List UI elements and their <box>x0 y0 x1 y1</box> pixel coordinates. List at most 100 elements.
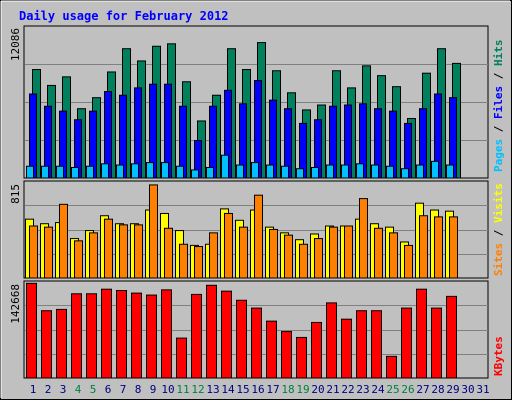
day-label-13: 13 <box>206 383 219 396</box>
bar-sites-18 <box>284 234 293 279</box>
day-label-19: 19 <box>296 383 309 396</box>
day-label-14: 14 <box>221 383 235 396</box>
bar-sites-12 <box>194 246 203 279</box>
legend-sep-1: / <box>492 119 505 139</box>
day-label-23: 23 <box>356 383 369 396</box>
bar-kbytes-22 <box>341 318 352 379</box>
bar-sites-13 <box>209 232 218 279</box>
bar-files-1 <box>29 93 37 179</box>
bar-pages-17 <box>266 164 274 179</box>
day-label-30: 30 <box>461 383 474 396</box>
bar-pages-20 <box>311 166 319 179</box>
bar-sites-14 <box>224 212 233 279</box>
day-label-17: 17 <box>266 383 279 396</box>
day-label-26: 26 <box>401 383 414 396</box>
bar-pages-2 <box>41 165 49 179</box>
bar-sites-15 <box>239 226 248 279</box>
day-label-8: 8 <box>135 383 142 396</box>
bar-kbytes-16 <box>251 307 262 379</box>
bar-kbytes-28 <box>431 307 442 379</box>
bar-sites-6 <box>104 218 113 279</box>
bar-pages-12 <box>191 169 199 179</box>
ymax-label-visits: 815 <box>9 184 22 204</box>
legend-hits: Hits <box>492 40 505 67</box>
bar-sites-19 <box>299 243 308 279</box>
bar-kbytes-23 <box>356 310 367 379</box>
bar-sites-27 <box>419 215 428 279</box>
legend-visits-sites: Sites / Visits <box>492 183 505 276</box>
day-label-15: 15 <box>236 383 249 396</box>
day-label-6: 6 <box>105 383 112 396</box>
bar-pages-22 <box>341 164 349 179</box>
day-label-27: 27 <box>416 383 429 396</box>
bar-pages-10 <box>161 162 169 179</box>
day-label-11: 11 <box>176 383 189 396</box>
bar-kbytes-12 <box>191 293 202 379</box>
bar-sites-8 <box>134 224 143 279</box>
chart-title: Daily usage for February 2012 <box>19 9 229 23</box>
day-label-29: 29 <box>446 383 459 396</box>
day-label-10: 10 <box>161 383 174 396</box>
bar-pages-7 <box>116 164 124 179</box>
day-label-20: 20 <box>311 383 324 396</box>
day-label-31: 31 <box>476 383 489 396</box>
day-label-22: 22 <box>341 383 354 396</box>
bar-sites-16 <box>254 194 263 279</box>
bar-pages-18 <box>281 165 289 179</box>
bar-pages-19 <box>296 168 304 179</box>
bar-sites-1 <box>29 225 38 279</box>
bar-kbytes-19 <box>296 336 307 379</box>
bar-kbytes-21 <box>326 302 337 379</box>
day-label-24: 24 <box>371 383 385 396</box>
bar-sites-3 <box>59 203 68 279</box>
bar-pages-13 <box>206 166 214 179</box>
bar-pages-8 <box>131 163 139 179</box>
day-label-28: 28 <box>431 383 444 396</box>
day-label-16: 16 <box>251 383 264 396</box>
bar-sites-4 <box>74 240 83 279</box>
legend-pages: Pages <box>492 139 505 172</box>
bar-kbytes-7 <box>116 289 127 379</box>
bar-sites-24 <box>374 227 383 279</box>
bar-kbytes-18 <box>281 331 292 379</box>
bar-kbytes-14 <box>221 290 232 379</box>
bar-kbytes-24 <box>371 310 382 379</box>
bar-kbytes-11 <box>176 337 187 379</box>
bar-sites-17 <box>269 228 278 279</box>
day-label-2: 2 <box>45 383 52 396</box>
bar-kbytes-4 <box>71 293 82 379</box>
bar-sites-25 <box>389 232 398 279</box>
bar-sites-22 <box>344 225 353 279</box>
bar-pages-26 <box>401 168 409 179</box>
bar-pages-4 <box>71 166 79 179</box>
bar-kbytes-13 <box>206 284 217 379</box>
bar-kbytes-27 <box>416 288 427 379</box>
legend-sep-2: / <box>492 66 505 86</box>
bar-sites-7 <box>119 224 128 279</box>
bar-pages-27 <box>416 164 424 179</box>
day-label-18: 18 <box>281 383 294 396</box>
bar-kbytes-29 <box>446 295 457 379</box>
bar-sites-5 <box>89 232 98 279</box>
bar-pages-24 <box>371 164 379 179</box>
bar-kbytes-26 <box>401 307 412 379</box>
bar-sites-10 <box>164 227 173 279</box>
bar-sites-26 <box>404 244 413 279</box>
legend-sites: Sites <box>492 243 505 276</box>
bar-pages-16 <box>251 162 259 179</box>
legend-hits-files-pages: Pages / Files / Hits <box>492 40 505 173</box>
day-labels: 1 2 3 4 5 6 7 8 9 10 11 12 13 14 15 16 17 18 19 20 21 22 23 24 2… <box>30 383 490 396</box>
bar-kbytes-2 <box>41 310 52 379</box>
bar-pages-3 <box>56 165 64 179</box>
bar-kbytes-20 <box>311 321 322 379</box>
bar-kbytes-5 <box>86 293 97 379</box>
day-label-12: 12 <box>191 383 204 396</box>
bar-kbytes-25 <box>386 355 397 379</box>
day-label-25: 25 <box>386 383 399 396</box>
bar-sites-20 <box>314 238 323 279</box>
bar-pages-6 <box>101 163 109 179</box>
bar-sites-28 <box>434 216 443 279</box>
bar-sites-11 <box>179 243 188 279</box>
day-label-4: 4 <box>75 383 82 396</box>
